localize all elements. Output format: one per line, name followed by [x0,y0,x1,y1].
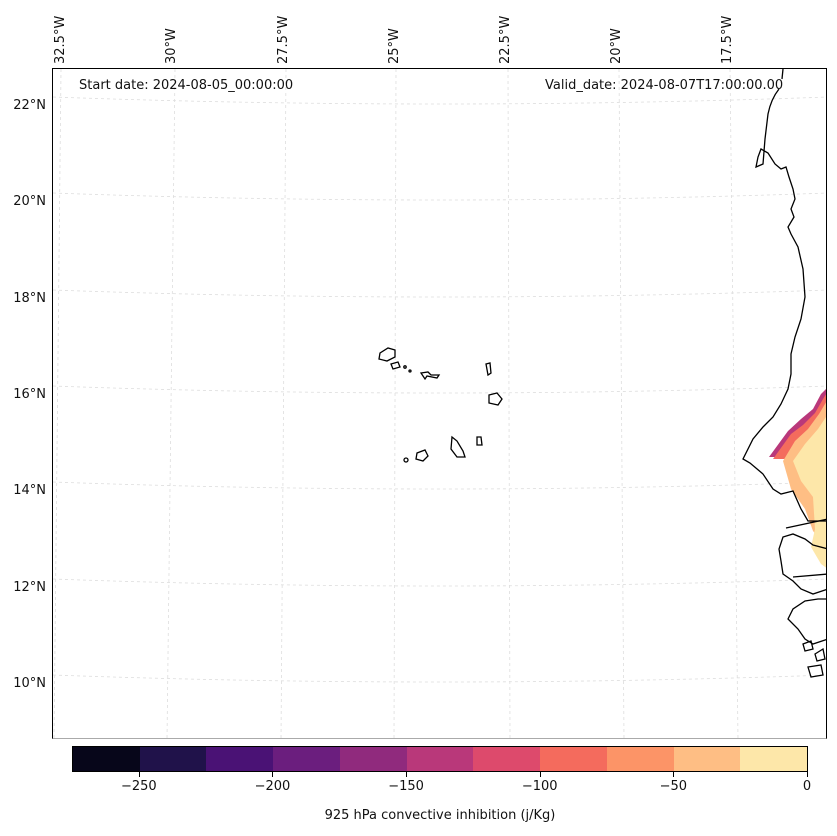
gridlines [53,69,826,738]
colorbar-segment [73,747,140,771]
gridline-lon [280,69,287,738]
island-sao-vicente [390,361,401,370]
colorbar-segment [473,747,541,771]
country-border [792,573,826,578]
lon-label: 32.5°W [53,15,68,64]
gridline-lon [729,69,739,738]
lon-label: 22.5°W [498,15,513,64]
island [814,647,826,662]
lon-label: 27.5°W [276,15,291,64]
lat-label: 14°N [13,483,46,498]
lon-label: 17.5°W [720,15,735,64]
island-santa-luzia [403,365,407,369]
colorbar-tick-label: −250 [120,779,157,794]
colorbar-segment [139,747,207,771]
island-boa-vista [488,392,503,406]
colorbar-tick-label: −50 [659,779,688,794]
island [807,664,824,678]
island-brava [403,457,409,463]
island-sao-nicolau [419,371,441,381]
gridline-lon [53,69,62,738]
lat-label: 18°N [13,291,46,306]
colorbar-segment [206,747,274,771]
colorbar-tick [138,772,140,777]
lon-label: 30°W [164,28,179,64]
gridline-lon [166,69,176,738]
colorbar-segment [273,747,340,771]
colorbar-tick [807,772,808,777]
gridline-lat [53,385,826,394]
coastline-senegal-south [778,533,826,595]
colorbar-segment [606,747,674,771]
colorbar-segment [339,747,407,771]
lat-label: 10°N [13,676,46,691]
colorbar-tick-label: 0 [802,779,812,794]
colorbar-segment [540,747,607,771]
colorbar-segment [740,747,808,771]
colorbar-segment [673,747,741,771]
cin-field [769,389,826,568]
map-area [52,68,827,739]
lat-label: 12°N [13,580,46,595]
colorbar-tick-label: −100 [521,779,558,794]
colorbar [72,746,808,772]
gridline-lon [393,69,397,738]
colorbar-tick [673,772,675,777]
coastline-guinea-bissau [787,598,826,645]
valid-date-label: Valid_date: 2024-08-07T17:00:00.00 [545,78,784,93]
start-date-label: Start date: 2024-08-05_00:00:00 [79,78,294,93]
lat-label: 22°N [13,98,46,113]
island-sal [485,362,492,377]
colorbar-label: 925 hPa convective inhibition (j/Kg) [324,808,556,823]
colorbar-tick-label: −150 [388,779,424,794]
island [802,640,814,652]
colorbar-tick [539,772,541,777]
island-sao-nicolau-w [408,369,412,373]
gridline-lat [53,578,826,587]
colorbar-tick [272,772,274,777]
gridline-lat [53,481,826,490]
island-santo-antao [378,347,396,362]
coastlines [742,69,826,678]
cape-verde-islands [378,347,503,463]
lon-label: 20°W [609,28,624,64]
lon-label: 25°W [387,28,402,64]
gridline-lat [53,289,826,298]
colorbar-tick [406,772,408,777]
lat-label: 16°N [13,387,46,402]
gridline-lon [618,69,625,738]
colorbar-segment [406,747,474,771]
cin-band [793,417,826,568]
lat-label: 20°N [13,194,46,209]
gridline-lat [53,96,826,105]
island-fogo [415,449,429,462]
gridline-lat [53,192,826,201]
colorbar-tick-label: −200 [254,779,291,794]
gridline-lat [53,674,826,683]
country-border [785,518,826,529]
coastline-mauritania [742,69,826,522]
gridline-lon [507,69,511,738]
island-maio [476,436,483,446]
island-santiago [450,435,466,458]
